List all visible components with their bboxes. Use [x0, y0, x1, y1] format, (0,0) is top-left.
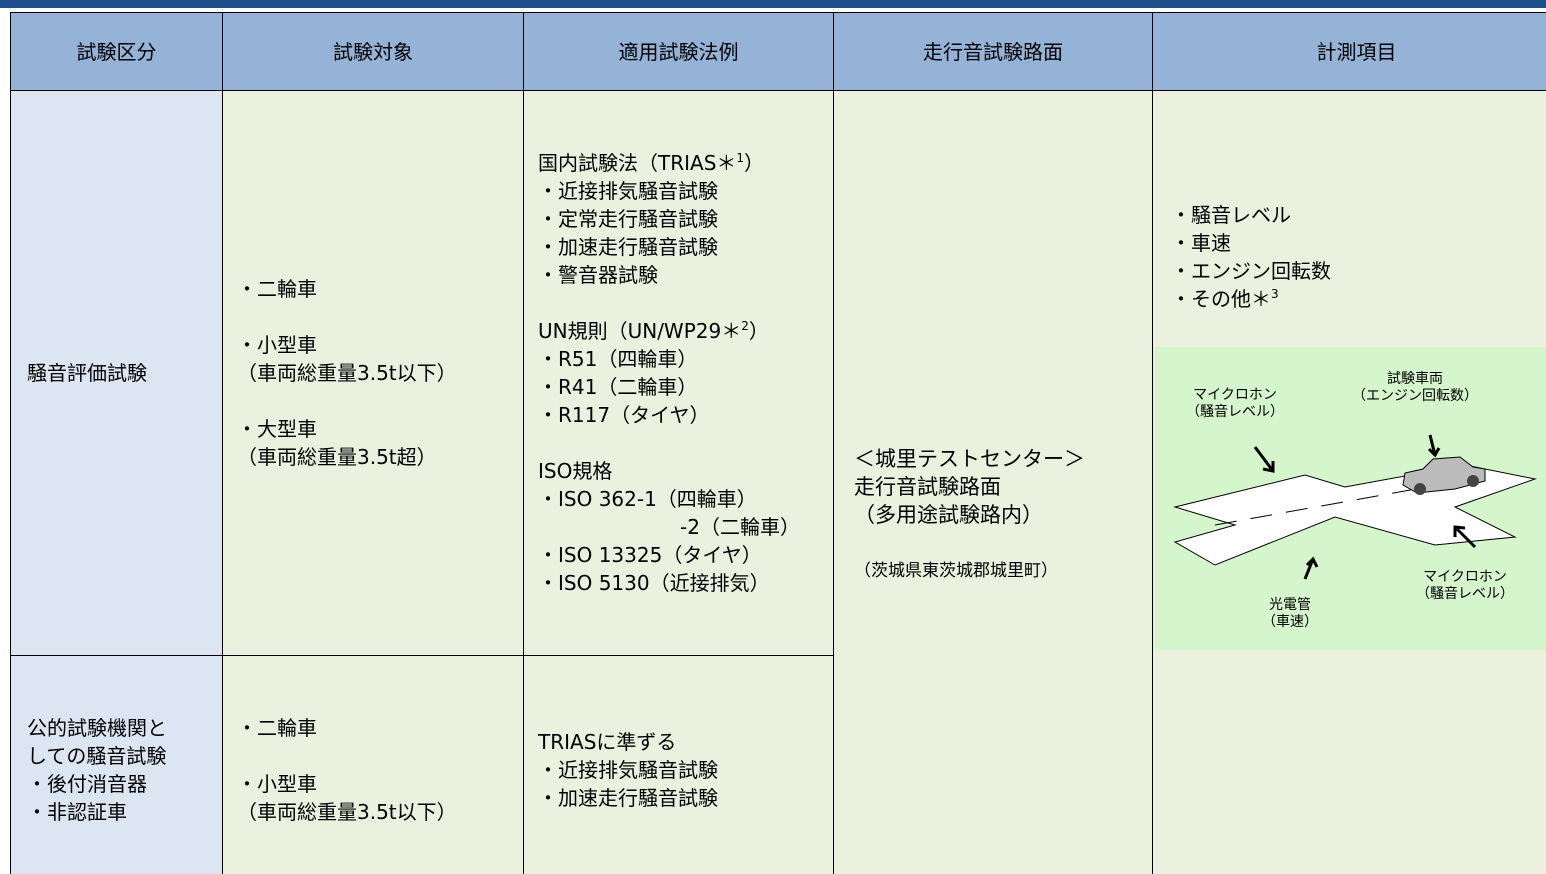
target-cell: ・二輪車・小型車 （車両総重量3.5t以下） ・大型車 （車両総重量3.5t超） — [222, 90, 524, 656]
text-line: （車両総重量3.5t以下） — [237, 800, 457, 824]
text-group: ISO規格・ISO 362-1（四輪車） -2（二輪車） ・ISO 13325（タイ… — [538, 457, 833, 597]
text-line: ・小型車 — [237, 772, 317, 796]
text-line: ・警音器試験 — [538, 263, 658, 287]
text-group: ＜城里テストセンター＞ 走行音試験路面 （多用途試験路内） — [854, 445, 1152, 529]
text-line: ・ISO 13325（タイヤ） — [538, 543, 762, 567]
diagram-label: （車速） — [1262, 613, 1318, 630]
header-cell: 試験区分 — [10, 12, 223, 91]
category-cell: 騒音評価試験 — [10, 90, 223, 656]
text-line: TRIASに準ずる — [538, 730, 677, 754]
surface-cell: ＜城里テストセンター＞ 走行音試験路面 （多用途試験路内） （茨城県東茨城郡城里町… — [833, 90, 1153, 874]
text-line: ・ISO 362-1（四輪車） — [538, 487, 757, 511]
text-line: （多用途試験路内） — [854, 503, 1043, 527]
text-group: ・小型車 （車両総重量3.5t以下） — [237, 331, 523, 387]
text-line: 走行音試験路面 — [923, 39, 1063, 64]
arrows — [1253, 434, 1477, 580]
text-line: ISO規格 — [538, 459, 613, 483]
text-line: 適用試験法例 — [618, 39, 739, 64]
text-line: （車両総重量3.5t超） — [237, 445, 437, 469]
diagram-label: （騒音レベル） — [1186, 403, 1284, 420]
text-line: ・R51（四輪車） — [538, 347, 698, 371]
text-group: ・小型車 （車両総重量3.5t以下） — [237, 770, 523, 826]
diagram-label: マイクロホン — [1193, 387, 1277, 403]
method-cell: 国内試験法（TRIAS＊1） ・近接排気騒音試験 ・定常走行騒音試験 ・加速走行騒音試… — [523, 90, 834, 656]
header-cell: 適用試験法例 — [523, 12, 834, 91]
text-line: ・非認証車 — [27, 800, 127, 824]
text-group: ・二輪車 — [237, 714, 523, 742]
text-line: ・近接排気騒音試験 — [538, 758, 718, 782]
text-group: UN規則（UN/WP29＊2） ・R51（四輪車） ・R41（二輪車） ・R117（タ… — [538, 317, 833, 429]
text-line: UN規則（UN/WP29＊2） — [538, 317, 833, 345]
text-line: 走行音試験路面 — [854, 475, 1001, 499]
category-cell: 公的試験機関と しての騒音試験 ・後付消音器 ・非認証車 — [10, 655, 223, 874]
header-cell: 走行音試験路面 — [833, 12, 1153, 91]
diagram-labels: マイクロホン（騒音レベル）試験車両（エンジン回転数）マイクロホン（騒音レベル）光… — [1186, 370, 1514, 630]
text: ） — [748, 319, 769, 343]
text-line: ・騒音レベル — [1171, 203, 1291, 227]
diagram-label: 光電管 — [1269, 597, 1311, 613]
text-line: ・R117（タイヤ） — [538, 403, 710, 427]
car — [1402, 456, 1486, 495]
header-cell: 試験対象 — [222, 12, 524, 91]
text-group: TRIASに準ずる・近接排気騒音試験 ・加速走行騒音試験 — [538, 728, 833, 812]
text-line: ・その他＊3 — [1171, 285, 1546, 313]
header-cell: 計測項目 — [1152, 12, 1546, 91]
text-line: -2（二輪車） — [680, 515, 800, 539]
text-group: ・二輪車 — [237, 275, 523, 303]
text-group: 国内試験法（TRIAS＊1） ・近接排気騒音試験 ・定常走行騒音試験 ・加速走行騒音試… — [538, 149, 833, 289]
text-line: ・小型車 — [237, 333, 317, 357]
text: ） — [744, 151, 765, 175]
text-line: 国内試験法（TRIAS＊1） — [538, 149, 833, 177]
text-line: 騒音評価試験 — [27, 361, 147, 385]
text-group: （茨城県東茨城郡城里町） — [854, 557, 1152, 585]
text-line: ・後付消音器 — [27, 772, 147, 796]
text: UN規則（UN/WP29＊ — [538, 319, 742, 343]
text-line: ・近接排気騒音試験 — [538, 179, 718, 203]
target-cell: ・二輪車・小型車 （車両総重量3.5t以下） — [222, 655, 524, 874]
text-line: ・ISO 5130（近接排気） — [538, 571, 770, 595]
diagram-label: マイクロホン — [1423, 569, 1507, 585]
footnote-mark: 3 — [1271, 287, 1279, 301]
text-line: 公的試験機関と — [27, 716, 167, 740]
diagram-label: 試験車両 — [1387, 370, 1443, 387]
text-line: ・二輪車 — [237, 716, 317, 740]
text-line: ・加速走行騒音試験 — [538, 235, 718, 259]
text-line: （茨城県東茨城郡城里町） — [854, 561, 1058, 581]
text-line: ・車速 — [1171, 231, 1231, 255]
text-line: 計測項目 — [1316, 39, 1397, 64]
text-line: ・定常走行騒音試験 — [538, 207, 718, 231]
lane-marking — [1214, 481, 1456, 526]
footnote-mark: 1 — [736, 151, 745, 165]
text-line: ・エンジン回転数 — [1171, 259, 1331, 283]
text-line: しての騒音試験 — [27, 744, 167, 768]
text-line: 試験区分 — [76, 39, 157, 64]
text: 国内試験法（TRIAS＊ — [538, 151, 737, 175]
text-line: ・R41（二輪車） — [538, 375, 698, 399]
text: ・その他＊ — [1171, 287, 1271, 311]
top-bar — [0, 0, 1546, 8]
text-line: （車両総重量3.5t以下） — [237, 361, 457, 385]
footnote-mark: 2 — [741, 319, 749, 333]
text-line: ・二輪車 — [237, 277, 317, 301]
text-group: ・大型車 （車両総重量3.5t超） — [237, 415, 523, 471]
method-cell: TRIASに準ずる・近接排気騒音試験 ・加速走行騒音試験 — [523, 655, 834, 874]
text-line: ・大型車 — [237, 417, 317, 441]
text-line: ・加速走行騒音試験 — [538, 786, 718, 810]
diagram-label: （騒音レベル） — [1416, 585, 1514, 602]
diagram-label: （エンジン回転数） — [1352, 388, 1478, 404]
text-line: 試験対象 — [333, 39, 413, 64]
test-diagram: マイクロホン（騒音レベル）試験車両（エンジン回転数）マイクロホン（騒音レベル）光… — [1155, 347, 1546, 650]
text-line: ＜城里テストセンター＞ — [854, 447, 1085, 471]
